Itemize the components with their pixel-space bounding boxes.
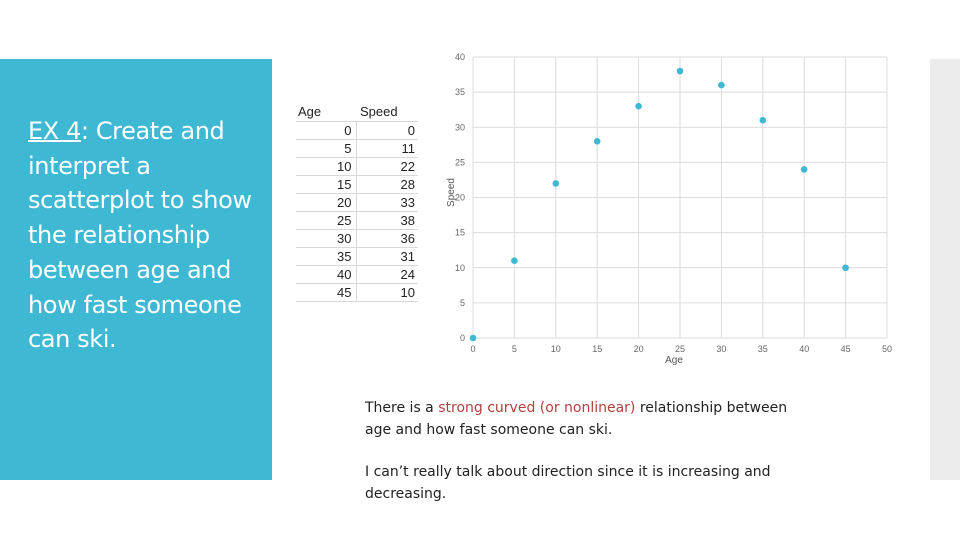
cell-speed: 36 (355, 229, 418, 248)
cell-age: 15 (296, 175, 356, 194)
table-row: 10 22 (296, 157, 418, 176)
y-tick-label: 0 (460, 333, 465, 343)
scatter-chart: 0 5 10 15 20 25 30 35 40 45 50 0 5 10 15 20 25 30 35 40 Age… (446, 52, 892, 366)
y-tick-label: 5 (460, 298, 465, 308)
cell-age: 10 (296, 157, 356, 176)
y-tick-label: 15 (455, 228, 465, 238)
x-tick-label: 5 (512, 344, 517, 354)
cell-age: 5 (296, 139, 356, 158)
caption-highlight: strong curved (or nonlinear) (438, 400, 636, 416)
chart-ticks: 0 5 10 15 20 25 30 35 40 45 50 0 5 10 15 20 25 30 35 40 (455, 52, 892, 354)
table-row: 15 28 (296, 175, 418, 194)
cell-age: 35 (296, 247, 356, 266)
title-text: Create and interpret a scatterplot to sh… (28, 117, 252, 354)
data-point (676, 67, 684, 75)
cell-age: 25 (296, 211, 356, 230)
x-tick-label: 15 (592, 344, 602, 354)
table-row: 20 33 (296, 193, 418, 212)
example-colon: : (80, 117, 89, 145)
data-point (842, 264, 849, 272)
caption-direction: I can’t really talk about direction sinc… (365, 464, 771, 502)
caption-text: There is a (365, 400, 439, 416)
x-axis-label: Age (665, 355, 683, 366)
caption-relationship: There is a strong curved (or nonlinear) … (365, 397, 815, 441)
cell-speed: 38 (355, 211, 418, 230)
data-point (759, 116, 767, 124)
cell-age: 45 (296, 283, 356, 302)
x-tick-label: 20 (634, 344, 644, 354)
y-tick-label: 20 (455, 193, 465, 203)
chart-grid (472, 56, 888, 339)
cell-age: 30 (296, 229, 356, 248)
cell-speed: 31 (355, 247, 418, 266)
data-point (511, 257, 518, 265)
header-speed: Speed (356, 102, 418, 122)
y-tick-label: 30 (455, 122, 465, 132)
x-tick-label: 50 (882, 344, 892, 354)
slide-title: EX 4: Create and interpret a scatterplot… (28, 114, 258, 357)
x-tick-label: 40 (799, 344, 809, 354)
data-point (593, 138, 601, 145)
x-tick-label: 45 (841, 344, 851, 354)
cell-age: 40 (296, 265, 356, 284)
y-axis-label: Speed (446, 178, 457, 207)
y-tick-label: 10 (455, 263, 465, 273)
table-row: 40 24 (296, 265, 418, 284)
caption-text: relationship between age and how fast so… (365, 400, 788, 438)
x-tick-label: 10 (551, 344, 561, 354)
cell-age: 20 (296, 193, 356, 212)
table-row: 35 31 (296, 247, 418, 266)
cell-speed: 28 (355, 175, 418, 194)
y-tick-label: 40 (455, 52, 465, 62)
cell-speed: 22 (355, 157, 418, 176)
data-point (469, 334, 477, 342)
table-header-row: Age Speed (296, 102, 418, 122)
right-decor-bar (930, 59, 960, 480)
y-tick-label: 35 (455, 87, 465, 97)
data-point (635, 102, 642, 110)
cell-speed: 24 (355, 265, 418, 284)
x-tick-label: 25 (675, 344, 685, 354)
table-row: 5 11 (296, 139, 418, 158)
example-label: EX 4 (28, 117, 81, 145)
cell-age: 0 (296, 121, 356, 140)
cell-speed: 0 (355, 121, 418, 140)
title-panel: EX 4: Create and interpret a scatterplot… (0, 59, 272, 480)
table-row: 45 10 (296, 283, 418, 302)
cell-speed: 33 (355, 193, 418, 212)
y-tick-label: 25 (455, 157, 465, 167)
cell-speed: 11 (355, 139, 418, 158)
cell-speed: 10 (355, 283, 418, 302)
header-age: Age (296, 102, 356, 122)
chart-points (469, 67, 849, 342)
table-row: 30 36 (296, 229, 418, 248)
x-tick-label: 0 (470, 344, 475, 354)
table-row: 25 38 (296, 211, 418, 230)
data-point (718, 81, 725, 89)
x-tick-label: 35 (758, 344, 768, 354)
x-tick-label: 30 (716, 344, 726, 354)
data-point (800, 166, 808, 173)
data-point (552, 180, 560, 187)
